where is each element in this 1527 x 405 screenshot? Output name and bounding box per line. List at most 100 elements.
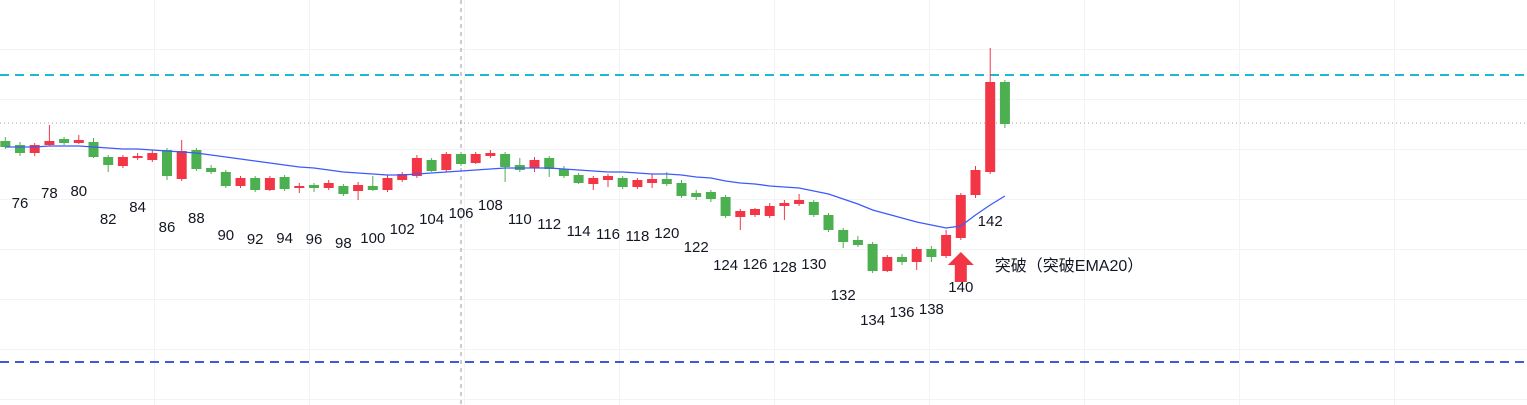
candle-body: [279, 177, 290, 189]
bar-index-label: 106: [448, 205, 473, 222]
bar-index-label: 100: [360, 230, 385, 247]
candle-body: [367, 186, 378, 190]
bar-index-label: 96: [306, 231, 323, 248]
candle-body: [220, 172, 231, 186]
candle-body: [926, 249, 937, 257]
bar-index-label: 76: [12, 195, 29, 212]
candle-body: [911, 249, 922, 262]
candle-body: [676, 183, 687, 196]
bar-index-label: 116: [596, 226, 620, 243]
candle-body: [647, 179, 658, 183]
ema-line: [5, 145, 1006, 229]
bar-index-label: 136: [889, 304, 914, 321]
candle-body: [15, 145, 25, 153]
bar-index-label: 114: [567, 223, 591, 240]
candle-body: [117, 157, 128, 166]
bar-index-label: 112: [537, 216, 561, 233]
candle-body: [44, 141, 55, 145]
candle-body: [88, 142, 99, 157]
bar-index-label: 132: [831, 287, 856, 304]
bar-index-label: 86: [159, 219, 176, 236]
candle-body: [206, 168, 217, 172]
bar-index-label: 88: [188, 210, 205, 227]
candle-body: [941, 235, 952, 256]
bar-index-label: 110: [508, 211, 532, 228]
candle-body: [441, 154, 452, 170]
candle-body: [397, 174, 408, 180]
bar-index-label: 126: [742, 256, 767, 273]
candle-body: [323, 183, 334, 188]
candle-body: [73, 140, 84, 143]
bar-index-label: 134: [860, 312, 885, 329]
bar-index-label: 78: [41, 185, 58, 202]
candle-body: [999, 82, 1010, 124]
candle-body: [735, 211, 746, 217]
bar-index-label: 138: [919, 301, 944, 318]
candle-body: [823, 215, 834, 230]
candle-body: [852, 240, 863, 245]
candle-body: [456, 154, 466, 164]
bar-index-label: 102: [390, 221, 415, 238]
bar-index-label: 120: [654, 225, 679, 242]
candle-body: [838, 230, 849, 242]
bar-index-label: 92: [247, 231, 264, 248]
candle-body: [353, 185, 364, 191]
candle-body: [59, 139, 70, 143]
candle-body: [500, 154, 511, 167]
candle-body: [750, 209, 760, 215]
annotation-text: 突破（突破EMA20）: [995, 257, 1143, 275]
candle-body: [544, 158, 555, 169]
candle-body: [985, 82, 996, 172]
candle-body: [882, 257, 893, 271]
candle-body: [955, 195, 966, 238]
bar-index-label: 94: [276, 230, 293, 247]
candle-body: [147, 153, 158, 160]
candle-body: [779, 203, 790, 206]
candle-body: [720, 197, 731, 216]
candle-body: [558, 169, 569, 176]
candle-body: [426, 160, 437, 171]
candle-body: [176, 151, 187, 179]
candle-body: [264, 178, 275, 190]
candle-body: [691, 193, 702, 197]
bar-index-label: 122: [684, 239, 709, 256]
bar-index-label: 118: [625, 228, 649, 245]
bar-index-label: 80: [70, 183, 87, 200]
candle-body: [705, 192, 716, 199]
candle-body: [132, 156, 143, 158]
bar-index-label: 98: [335, 235, 352, 252]
bar-index-label: 104: [419, 211, 444, 228]
bar-index-label: 108: [478, 197, 503, 214]
candle-body: [588, 178, 599, 184]
breakout-arrow: [947, 252, 974, 282]
candle-body: [338, 186, 349, 194]
bar-index-label: 140: [948, 279, 973, 296]
candle-body: [764, 206, 775, 216]
candle-body: [470, 154, 481, 163]
candle-body: [970, 170, 981, 195]
candle-body: [867, 244, 878, 271]
candle-body: [808, 202, 819, 215]
candle-body: [897, 257, 907, 262]
candle-body: [573, 175, 584, 183]
bar-index-label: 130: [801, 256, 826, 273]
bar-index-label: 124: [713, 257, 738, 274]
candle-body: [485, 153, 496, 156]
bar-index-label: 82: [100, 211, 117, 228]
candle-body: [191, 150, 202, 169]
candle-body: [794, 200, 805, 204]
candle-body: [411, 158, 422, 176]
candle-body: [632, 180, 643, 187]
candle-body: [162, 150, 172, 176]
candle-body: [617, 178, 628, 187]
candle-body: [250, 178, 261, 190]
bar-index-label: 84: [129, 199, 146, 216]
bar-index-label: 128: [772, 259, 797, 276]
candle-body: [103, 157, 114, 165]
candle-body: [294, 186, 305, 188]
candle-body: [29, 145, 40, 153]
candle-body: [382, 178, 393, 190]
candle-body: [529, 160, 540, 168]
